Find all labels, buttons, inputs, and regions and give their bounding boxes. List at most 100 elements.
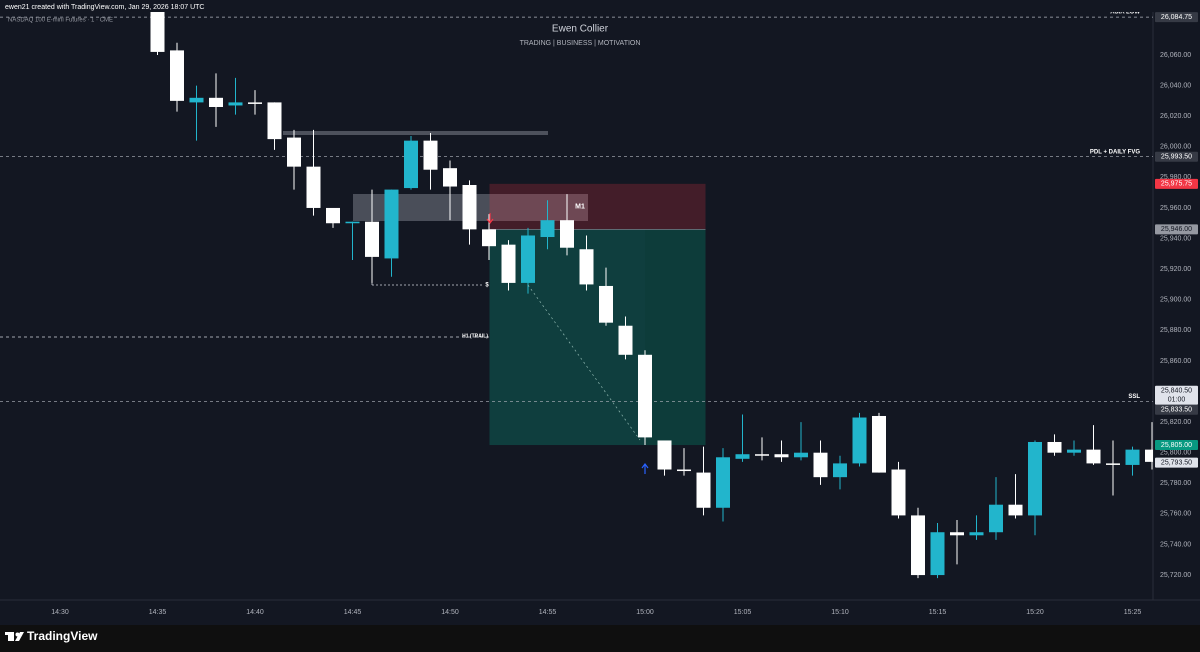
trail-label: H1 (TRAIL) [462, 333, 488, 339]
candle-body [423, 140, 438, 170]
symbol: NASDAQ 100 E-mini Futures · 1 · CME [8, 18, 113, 24]
footer [0, 625, 1200, 652]
candle-body [267, 102, 282, 140]
candle-body [794, 452, 808, 458]
candle-body [696, 472, 711, 508]
y-tick-label: 25,800.00 [1160, 450, 1191, 457]
candle-body [248, 102, 262, 104]
buy-arrow [641, 463, 649, 474]
candle-body [1047, 441, 1062, 453]
candle-body [209, 97, 223, 107]
candle-body [716, 457, 730, 508]
candle-body [462, 185, 477, 230]
price-tag [1155, 178, 1198, 189]
levels: ASIA LOW PDL + DAILY FVG SSL [0, 12, 1153, 402]
candle-body [813, 452, 828, 478]
candle-body [482, 229, 496, 247]
candle-body [521, 235, 535, 283]
y-tick-label: 26,060.00 [1160, 52, 1191, 59]
stop-zone [489, 183, 706, 230]
candle-body [599, 285, 613, 323]
candle-body [1125, 449, 1140, 465]
candle-body [384, 189, 399, 259]
candle-body [1067, 449, 1081, 453]
candle-body [365, 221, 379, 257]
projection-line [527, 284, 641, 441]
price-tag [1155, 404, 1198, 415]
candle-body [150, 12, 165, 52]
y-tick-label: 25,880.00 [1160, 327, 1191, 334]
y-tick-label: 25,740.00 [1160, 541, 1191, 548]
credit: ewen21 created with TradingView.com, Jan… [5, 4, 205, 11]
candle-body [1008, 504, 1023, 516]
candle-body [306, 166, 321, 208]
candle-body [969, 532, 984, 536]
candle-body [287, 137, 301, 167]
price-tag [1155, 385, 1198, 405]
price-tag [1155, 440, 1198, 451]
markers [486, 213, 649, 474]
price-tag-label: 25,805.00 [1161, 442, 1192, 449]
candle-body [345, 221, 360, 224]
candle-body [852, 417, 867, 464]
y-tick-label: 25,900.00 [1160, 297, 1191, 304]
price-tag [1155, 457, 1198, 468]
y-tick-label: 25,860.00 [1160, 358, 1191, 365]
candle-body [560, 220, 574, 248]
price-tag-label: 26,084.75 [1161, 14, 1192, 21]
price-tag-label: 25,946.00 [1161, 226, 1192, 233]
candle-body [950, 532, 964, 536]
candle-body [735, 454, 750, 459]
candle-body [540, 220, 555, 238]
candles [150, 12, 1153, 579]
y-tick-label: 25,980.00 [1160, 174, 1191, 181]
candle-body [189, 97, 204, 103]
candle-body [774, 454, 789, 458]
x-tick-label: 14:50 [441, 609, 459, 616]
x-tick-label: 14:55 [539, 609, 557, 616]
x-tick-label: 15:00 [636, 609, 654, 616]
candle-body [638, 354, 652, 438]
price-tag-label: 25,975.75 [1161, 181, 1192, 188]
price-tag-label: 25,840.50 [1161, 388, 1192, 395]
sell-arrow [486, 213, 494, 224]
candle-body [833, 463, 847, 478]
price-tag-label: 25,993.50 [1161, 154, 1192, 161]
y-tick-label: 25,960.00 [1160, 205, 1191, 212]
brand: TradingView [27, 629, 98, 643]
candle-body [443, 168, 457, 187]
price-tag [1155, 12, 1198, 23]
target-zone-closed [645, 229, 706, 446]
candle-body [501, 244, 516, 283]
price-tag-label: 25,793.50 [1161, 459, 1192, 466]
y-tick-label: 26,020.00 [1160, 113, 1191, 120]
y-tick-label: 25,720.00 [1160, 572, 1191, 579]
x-tick-label: 15:25 [1124, 609, 1142, 616]
x-tick-label: 14:30 [51, 609, 69, 616]
x-tick-label: 14:40 [246, 609, 264, 616]
x-tick-label: 14:45 [344, 609, 362, 616]
sweep-label: $ [485, 283, 489, 289]
x-tick-label: 14:35 [149, 609, 167, 616]
candle-body [1086, 449, 1101, 464]
candle-body [326, 207, 340, 224]
candle-body [891, 469, 906, 516]
position: M1 [489, 183, 706, 446]
axes: 25,720.00 25,740.00 25,760.00 25,780.00 25,8… [51, 12, 1198, 616]
candle-body [1028, 441, 1042, 516]
y-tick-label: 25,920.00 [1160, 266, 1191, 273]
countdown: 01:00 [1168, 397, 1186, 404]
candle-body [930, 532, 945, 576]
candle-body [1106, 463, 1120, 465]
candle-body [989, 504, 1003, 533]
chart-title: Ewen Collier [552, 24, 609, 35]
candle-body [1145, 449, 1153, 462]
candle-body [755, 454, 769, 456]
x-tick-label: 15:20 [1026, 609, 1044, 616]
y-tick-label: 25,760.00 [1160, 511, 1191, 518]
x-tick-label: 15:15 [929, 609, 947, 616]
y-tick-label: 25,780.00 [1160, 480, 1191, 487]
